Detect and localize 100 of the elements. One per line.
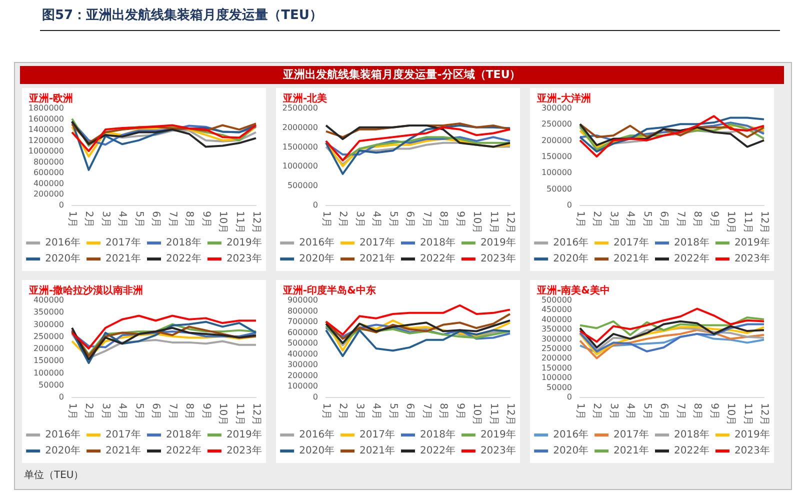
y-tick-label: 50000 bbox=[546, 184, 572, 194]
x-tick-label: 5月 bbox=[641, 403, 652, 420]
y-tick-label: 150000 bbox=[33, 356, 64, 366]
legend-label: 2019年 bbox=[480, 428, 516, 440]
line-series bbox=[579, 308, 765, 343]
y-tick-label: 200000 bbox=[33, 190, 64, 199]
y-tick-label: 50000 bbox=[546, 382, 572, 392]
x-tick-label: 12月 bbox=[250, 403, 262, 426]
x-tick-label: 9月 bbox=[200, 403, 212, 420]
line-series bbox=[325, 324, 511, 340]
legend-label: 2020年 bbox=[553, 252, 589, 264]
x-tick-label: 7月 bbox=[674, 403, 686, 420]
legend-label: 2016年 bbox=[45, 236, 81, 248]
x-tick-label: 11月 bbox=[488, 403, 499, 426]
x-tick-label: 1月 bbox=[574, 211, 586, 228]
x-tick-label: 1月 bbox=[320, 403, 332, 420]
x-tick-label: 8月 bbox=[438, 211, 449, 228]
y-tick-label: 500000 bbox=[287, 181, 318, 190]
x-tick-label: 4月 bbox=[116, 403, 128, 420]
line-series bbox=[71, 314, 257, 350]
y-tick-label: 450000 bbox=[541, 305, 572, 314]
x-tick-label: 10月 bbox=[217, 403, 228, 426]
x-tick-label: 9月 bbox=[454, 211, 466, 228]
x-tick-label: 1月 bbox=[66, 403, 78, 420]
text: 亚洲出发航线集装箱月度发运量-分区域（TEU） bbox=[20, 66, 784, 84]
y-tick-label: 600000 bbox=[287, 328, 318, 337]
line-series bbox=[325, 124, 511, 175]
line-series bbox=[579, 327, 765, 352]
y-tick-label: 1000000 bbox=[28, 146, 64, 156]
legend-label: 2021年 bbox=[106, 252, 142, 264]
x-tick-label: 5月 bbox=[133, 211, 144, 228]
y-tick-label: 700000 bbox=[287, 317, 318, 326]
x-tick-label: 1月 bbox=[66, 211, 78, 228]
line-series bbox=[325, 329, 511, 358]
legend-label: 2018年 bbox=[166, 236, 202, 248]
y-tick-label: 300000 bbox=[33, 320, 64, 329]
line-series bbox=[325, 319, 511, 344]
legend-label: 2019年 bbox=[734, 428, 770, 440]
y-tick-label: 600000 bbox=[33, 168, 64, 178]
y-tick-label: 0 bbox=[312, 200, 318, 210]
x-tick-label: 6月 bbox=[658, 403, 670, 420]
x-tick-label: 10月 bbox=[471, 403, 482, 426]
x-tick-label: 2月 bbox=[591, 403, 602, 420]
y-tick-label: 300000 bbox=[541, 104, 572, 112]
x-tick-label: 4月 bbox=[116, 211, 128, 228]
legend-label: 2023年 bbox=[226, 252, 262, 264]
line-series bbox=[325, 126, 511, 162]
y-tick-label: 350000 bbox=[33, 308, 64, 317]
y-tick-label: 2000000 bbox=[282, 122, 318, 132]
legend-label: 2022年 bbox=[166, 444, 202, 456]
x-tick-label: 6月 bbox=[150, 403, 162, 420]
legend-label: 2019年 bbox=[734, 236, 770, 248]
y-tick-label: 0 bbox=[566, 392, 572, 402]
legend-label: 2020年 bbox=[45, 444, 81, 456]
y-tick-label: 1400000 bbox=[28, 125, 64, 134]
x-tick-label: 12月 bbox=[250, 211, 262, 234]
x-tick-label: 2月 bbox=[591, 211, 602, 228]
legend-label: 2021年 bbox=[360, 444, 396, 456]
legend-label: 2023年 bbox=[480, 444, 516, 456]
legend-label: 2018年 bbox=[420, 428, 456, 440]
x-tick-label: 4月 bbox=[370, 211, 382, 228]
legend-label: 2018年 bbox=[674, 236, 710, 248]
x-tick-label: 8月 bbox=[692, 403, 703, 420]
y-tick-label: 300000 bbox=[541, 334, 572, 344]
y-tick-label: 800000 bbox=[33, 157, 64, 166]
line-series bbox=[325, 313, 511, 340]
y-tick-label: 350000 bbox=[541, 324, 572, 334]
x-tick-label: 8月 bbox=[184, 403, 195, 420]
y-tick-label: 1500000 bbox=[282, 142, 318, 152]
x-tick-label: 7月 bbox=[674, 211, 686, 228]
y-tick-label: 500000 bbox=[541, 296, 572, 304]
legend-label: 2020年 bbox=[553, 444, 589, 456]
y-tick-label: 400000 bbox=[33, 178, 64, 188]
x-tick-label: 3月 bbox=[354, 211, 365, 228]
x-tick-label: 5月 bbox=[387, 211, 398, 228]
y-tick-label: 0 bbox=[312, 392, 318, 402]
legend-label: 2022年 bbox=[420, 252, 456, 264]
x-tick-label: 12月 bbox=[758, 403, 770, 426]
x-tick-label: 5月 bbox=[641, 211, 652, 228]
x-tick-label: 9月 bbox=[454, 403, 466, 420]
y-tick-label: 300000 bbox=[287, 360, 318, 370]
x-tick-label: 12月 bbox=[504, 403, 516, 426]
line-series bbox=[325, 124, 511, 148]
y-tick-label: 250000 bbox=[541, 344, 572, 353]
x-tick-label: 11月 bbox=[234, 211, 245, 234]
x-tick-label: 10月 bbox=[471, 211, 482, 234]
y-tick-label: 100000 bbox=[287, 382, 318, 391]
legend-label: 2023年 bbox=[734, 252, 770, 264]
y-tick-label: 200000 bbox=[541, 354, 572, 363]
y-tick-label: 1000000 bbox=[282, 162, 318, 171]
x-tick-label: 7月 bbox=[166, 403, 178, 420]
x-tick-label: 6月 bbox=[404, 211, 416, 228]
legend-label: 2017年 bbox=[106, 428, 142, 440]
x-tick-label: 10月 bbox=[217, 211, 228, 234]
x-tick-label: 7月 bbox=[420, 403, 432, 420]
x-tick-label: 5月 bbox=[133, 403, 144, 420]
y-tick-label: 100000 bbox=[541, 168, 572, 178]
y-tick-label: 200000 bbox=[287, 370, 318, 380]
y-tick-label: 0 bbox=[58, 392, 64, 402]
y-tick-label: 250000 bbox=[33, 332, 64, 341]
